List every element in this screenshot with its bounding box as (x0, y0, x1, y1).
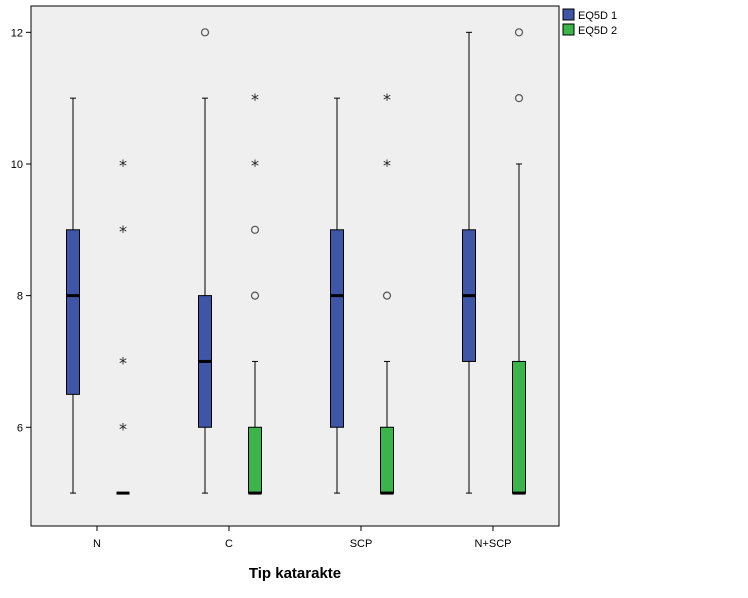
y-tick-label: 8 (17, 291, 23, 303)
legend-label: EQ5D 2 (578, 25, 617, 37)
extreme-point: * (119, 419, 127, 438)
extreme-point: * (251, 90, 259, 109)
x-tick-label: SCP (350, 538, 373, 550)
box-iqr (66, 229, 80, 395)
extreme-point: * (119, 156, 127, 175)
x-axis: N C SCP N+SCP (93, 526, 512, 550)
y-tick-label: 12 (11, 27, 23, 39)
box-N (66, 97, 80, 494)
box-iqr (512, 360, 526, 494)
outlier-point (514, 94, 524, 103)
legend: EQ5D 1 EQ5D 2 (562, 8, 617, 37)
outlier-point (250, 291, 260, 300)
extreme-point: * (119, 353, 127, 372)
legend-label: EQ5D 1 (578, 10, 617, 22)
box-SCP: ** (380, 90, 394, 495)
extreme-point: * (383, 156, 391, 175)
series-1: **** **** (116, 28, 526, 495)
box-C: ** (248, 90, 262, 495)
box-iqr (248, 426, 262, 494)
series-0 (66, 28, 476, 494)
x-tick-label: C (225, 538, 233, 550)
box-N+SCP (462, 31, 476, 494)
outlier-point (382, 291, 392, 300)
plot-area (30, 5, 560, 527)
outlier-point (514, 28, 524, 37)
box-series-group: **** **** (66, 28, 526, 495)
box-N+SCP (512, 28, 526, 495)
box-SCP (330, 97, 344, 494)
y-axis: 6 8 10 12 (11, 27, 31, 434)
box-iqr (380, 426, 394, 494)
box-N: * * * * (116, 156, 130, 495)
outlier-point (250, 225, 260, 234)
box-C (198, 28, 212, 494)
x-axis-title: Tip katarakte (249, 565, 341, 582)
y-tick-label: 10 (11, 159, 23, 171)
x-tick-label: N+SCP (475, 538, 512, 550)
legend-swatch (562, 23, 575, 36)
y-tick-label: 6 (17, 422, 23, 434)
box-iqr (330, 229, 344, 428)
extreme-point: * (251, 156, 259, 175)
extreme-point: * (119, 222, 127, 241)
extreme-point: * (383, 90, 391, 109)
x-tick-label: N (93, 538, 101, 550)
legend-swatch (562, 8, 575, 21)
outlier-point (200, 28, 210, 37)
